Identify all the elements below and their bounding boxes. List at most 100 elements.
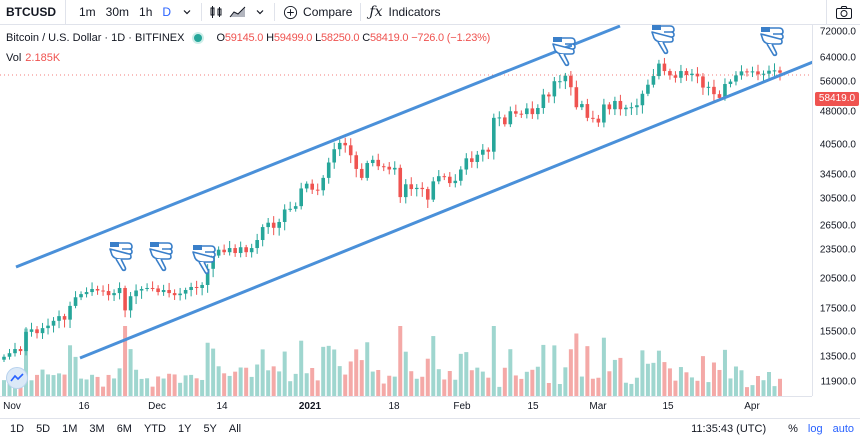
candle-body	[431, 181, 436, 200]
chart-type-dropdown-icon[interactable]	[249, 0, 271, 24]
candle-body	[62, 316, 67, 320]
volume-bar	[73, 356, 78, 396]
volume-bar	[755, 375, 760, 396]
tradingview-logo-icon[interactable]	[6, 367, 28, 389]
volume-bar	[535, 366, 540, 396]
candle-body	[458, 169, 463, 181]
candle-body	[150, 287, 155, 289]
candle-body	[475, 154, 480, 162]
area-chart-icon[interactable]	[227, 0, 249, 24]
candle-body	[536, 108, 540, 115]
price-tick: 64000.0	[819, 52, 856, 64]
volume-bar	[95, 376, 100, 396]
candles-icon[interactable]	[205, 0, 227, 24]
range-3m[interactable]: 3M	[89, 422, 105, 435]
range-all[interactable]: All	[228, 422, 242, 435]
trend-channel[interactable]	[15, 25, 812, 360]
candle-body	[607, 104, 612, 110]
volume-bar	[656, 350, 661, 396]
symbol-search[interactable]: BTCUSD	[0, 0, 66, 24]
candle-body	[172, 293, 177, 296]
volume-bar	[678, 367, 683, 396]
candle-body	[139, 288, 144, 291]
volume-bar	[728, 378, 733, 396]
candle-body	[635, 105, 639, 108]
candle-body	[106, 291, 111, 296]
range-6m[interactable]: 6M	[116, 422, 132, 435]
chart-legend: Bitcoin / U.S. Dollar · 1D · BITFINEX O5…	[6, 32, 490, 44]
compare-button[interactable]: Compare	[278, 0, 357, 24]
price-tick: 20500.0	[819, 273, 856, 285]
candle-body	[359, 168, 364, 178]
volume-bar	[172, 374, 177, 396]
log-scale-toggle[interactable]: log	[807, 422, 823, 435]
range-1d[interactable]: 1D	[10, 422, 25, 435]
candle-body	[145, 287, 149, 289]
volume-bar	[51, 375, 56, 396]
price-tick: 15500.0	[819, 326, 856, 338]
utc-clock[interactable]: 11:35:43 (UTC)	[691, 422, 767, 435]
last-price-tag: 58419.0	[815, 92, 859, 106]
price-scale[interactable]: 72000.0 64000.0 56000.0 48000.0 40500.0 …	[812, 25, 860, 396]
interval-d[interactable]: D	[162, 5, 172, 19]
range-ytd[interactable]: YTD	[143, 422, 166, 435]
volume-bar	[629, 383, 634, 396]
candle-body	[95, 288, 100, 291]
volume-bar	[612, 359, 617, 396]
volume-bar	[200, 379, 205, 396]
candle-body	[13, 349, 17, 354]
range-5d[interactable]: 5D	[36, 422, 51, 435]
time-axis[interactable]: Nov 16 Dec 14 2021 18 Feb 15 Mar 15 Apr	[0, 396, 812, 418]
volume-bar	[194, 378, 199, 396]
interval-dropdown-icon[interactable]	[176, 0, 198, 24]
auto-scale-toggle[interactable]: auto	[832, 422, 854, 435]
candle-body	[18, 349, 23, 352]
volume-bar	[249, 376, 254, 396]
candle-body	[739, 71, 744, 76]
volume-bar	[623, 382, 628, 396]
volume-bar	[299, 340, 304, 396]
interval-1h[interactable]: 1h	[139, 5, 153, 19]
volume-bar	[304, 373, 309, 396]
time-tick: 15	[527, 401, 539, 412]
volume-bar	[321, 346, 326, 396]
range-1m[interactable]: 1M	[62, 422, 78, 435]
indicators-button[interactable]: ƒx Indicators	[364, 0, 445, 24]
volume-bar	[376, 369, 381, 396]
screenshot-button[interactable]	[826, 0, 860, 24]
interval-1m[interactable]: 1m	[79, 5, 96, 19]
range-5y[interactable]: 5Y	[203, 422, 217, 435]
function-icon: ƒx	[369, 4, 383, 20]
interval-30m[interactable]: 30m	[105, 5, 130, 19]
volume-bar	[222, 373, 227, 396]
volume-bar	[233, 371, 238, 396]
candle-body	[167, 290, 171, 294]
upper-trend-line[interactable]	[15, 25, 621, 269]
volume-bar	[778, 378, 782, 396]
volume-bar	[381, 383, 386, 396]
volume-bar	[442, 379, 447, 396]
range-1y[interactable]: 1Y	[177, 422, 192, 435]
candle-body	[156, 288, 160, 293]
candle-body	[233, 248, 237, 254]
camera-icon	[835, 5, 852, 19]
percent-scale-toggle[interactable]: %	[788, 422, 798, 435]
volume-bar	[24, 328, 29, 396]
lower-trend-line[interactable]	[79, 60, 812, 360]
price-tick: 40500.0	[819, 139, 856, 151]
time-tick: Mar	[589, 401, 607, 412]
volume-bar	[178, 382, 183, 396]
candle-body	[706, 86, 711, 88]
plus-circle-icon	[283, 5, 298, 19]
candle-body	[547, 94, 551, 97]
volume-bar	[568, 349, 573, 396]
volume-bar	[79, 378, 84, 396]
volume-bar	[497, 386, 502, 396]
candle-body	[370, 159, 375, 164]
price-chart[interactable]	[0, 25, 812, 396]
volume-bar	[310, 367, 315, 396]
volume-bar	[271, 366, 276, 396]
candle-body	[723, 84, 727, 98]
price-tick: 17500.0	[819, 303, 856, 315]
volume-bar	[57, 373, 62, 396]
